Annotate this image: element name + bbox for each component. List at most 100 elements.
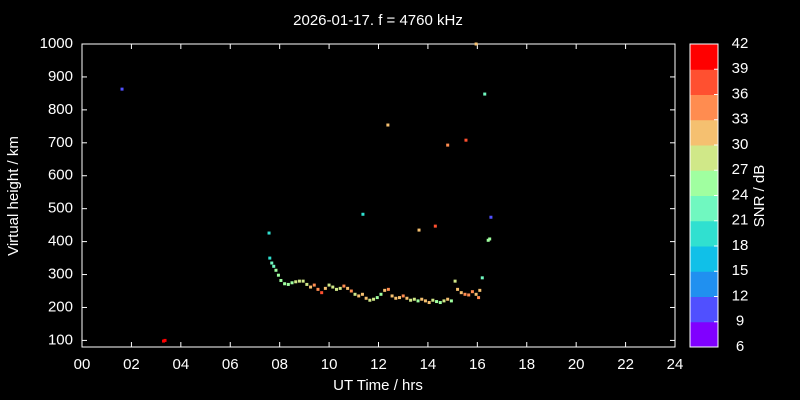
x-tick-label: 14: [420, 356, 437, 373]
colorbar-tick-label: 15: [732, 262, 749, 279]
data-point: [305, 282, 309, 286]
data-point: [346, 286, 350, 290]
data-point: [290, 281, 294, 285]
x-tick-label: 20: [568, 356, 585, 373]
data-point: [456, 287, 460, 291]
x-tick-label: 16: [469, 356, 486, 373]
data-point: [274, 268, 278, 272]
x-axis-label: UT Time / hrs: [333, 377, 423, 394]
data-point: [353, 292, 357, 296]
data-point: [390, 294, 394, 298]
colorbar-tick-label: 21: [732, 212, 749, 229]
data-point: [398, 296, 402, 300]
data-point: [480, 276, 484, 280]
y-tick-label: 500: [48, 200, 73, 217]
colorbar-band: [690, 271, 718, 297]
colorbar-tick-label: 33: [732, 111, 749, 128]
data-point: [364, 296, 368, 300]
x-tick-label: 08: [271, 356, 288, 373]
colorbar-tick-label: 18: [732, 237, 749, 254]
data-point: [417, 228, 421, 232]
colorbar-band: [690, 195, 718, 222]
data-point: [297, 279, 301, 283]
colorbar-tick-label: 9: [736, 313, 744, 330]
colorbar-band: [690, 321, 718, 348]
data-point: [488, 237, 492, 241]
data-point: [386, 123, 390, 127]
data-point: [338, 286, 342, 290]
data-point: [474, 292, 478, 296]
data-point: [442, 299, 446, 303]
colorbar-tick-label: 42: [732, 35, 749, 52]
data-point: [379, 292, 383, 296]
data-point: [409, 298, 413, 302]
colorbar-tick-label: 39: [732, 60, 749, 77]
data-point: [416, 299, 420, 303]
data-point: [449, 299, 453, 303]
data-point: [279, 278, 283, 282]
data-point: [375, 296, 379, 300]
x-tick-label: 02: [123, 356, 140, 373]
data-point: [438, 301, 442, 305]
x-tick-label: 12: [370, 356, 387, 373]
colorbar-tick-label: 36: [732, 85, 749, 102]
x-tick-label: 06: [222, 356, 239, 373]
data-point: [270, 261, 274, 265]
x-tick-label: 10: [321, 356, 338, 373]
x-tick-label: 04: [172, 356, 189, 373]
data-point: [478, 288, 482, 292]
data-point: [474, 42, 478, 46]
data-point: [349, 289, 353, 293]
data-point: [453, 279, 457, 283]
data-point: [276, 273, 280, 277]
colorbar-band: [690, 170, 718, 196]
data-point: [383, 288, 387, 292]
data-point: [327, 283, 331, 287]
data-point: [431, 298, 435, 302]
data-point: [309, 285, 313, 289]
data-point: [286, 282, 290, 286]
y-tick-label: 400: [48, 233, 73, 250]
x-tick-label: 22: [617, 356, 634, 373]
data-point: [316, 287, 320, 291]
colorbar-tick-label: 27: [732, 161, 749, 178]
colorbar-band: [690, 145, 718, 171]
chart-title: 2026-01-17. f = 4760 kHz: [293, 12, 463, 29]
data-point: [301, 279, 305, 283]
data-point: [268, 256, 272, 260]
data-point: [357, 294, 361, 298]
data-point: [483, 92, 487, 96]
y-tick-label: 700: [48, 134, 73, 151]
data-point: [267, 231, 271, 235]
data-point: [446, 143, 450, 147]
y-tick-label: 1000: [40, 35, 73, 52]
data-point: [433, 224, 437, 228]
data-point: [342, 284, 346, 288]
data-point: [464, 138, 468, 142]
data-point: [120, 87, 124, 91]
y-tick-label: 800: [48, 101, 73, 118]
colorbar-tick-label: 24: [732, 186, 749, 203]
data-point: [323, 286, 327, 290]
data-point: [368, 298, 372, 302]
colorbar-band: [690, 119, 718, 146]
data-point: [361, 212, 365, 216]
data-point: [331, 285, 335, 289]
data-point: [283, 282, 287, 286]
data-point: [320, 291, 324, 295]
colorbar-tick-label: 6: [736, 338, 744, 355]
data-point: [420, 297, 424, 301]
colorbar-band: [690, 220, 718, 247]
y-tick-label: 900: [48, 68, 73, 85]
colorbar-band: [690, 246, 718, 272]
data-point: [405, 296, 409, 300]
data-point: [463, 292, 467, 296]
y-tick-label: 300: [48, 266, 73, 283]
data-point: [163, 338, 167, 342]
data-point: [489, 215, 493, 219]
data-point: [360, 292, 364, 296]
data-point: [334, 287, 338, 291]
x-tick-label: 00: [74, 356, 91, 373]
